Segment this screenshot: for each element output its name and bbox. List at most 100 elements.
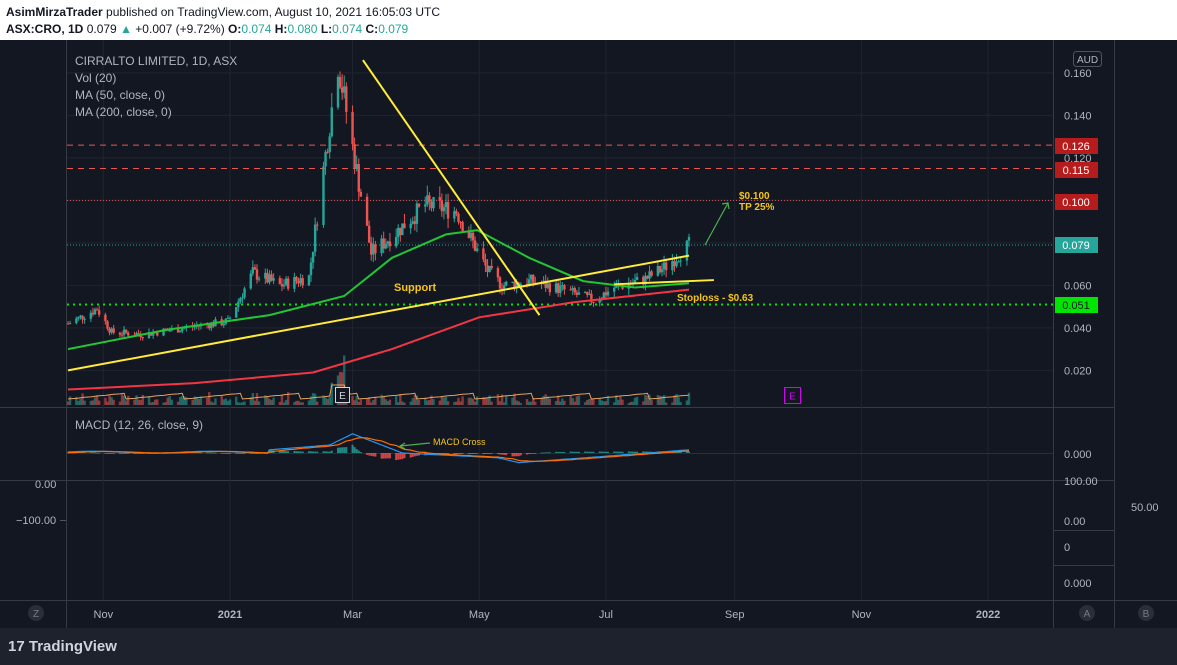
volume-bar (619, 396, 622, 405)
legend-ma200[interactable]: MA (200, close, 0) (75, 105, 172, 119)
volume-bar (517, 401, 520, 405)
target-price-label[interactable]: $0.100 (739, 191, 770, 202)
candle (297, 277, 300, 288)
volume-bar (413, 395, 417, 405)
macd-hist-bar (372, 453, 375, 457)
volume-bar (563, 400, 566, 405)
legend-ma50[interactable]: MA (50, close, 0) (75, 88, 165, 102)
volume-bar (322, 395, 325, 405)
macd-cross-label[interactable]: MACD Cross (433, 437, 486, 447)
macd-hist-bar (380, 453, 383, 459)
currency-button[interactable]: AUD (1073, 51, 1102, 67)
support-label[interactable]: Support (394, 282, 436, 294)
macd-hist-bar (561, 451, 564, 453)
time-axis[interactable]: Nov 2021 Mar May Jul Sep Nov 2022 (94, 609, 1001, 621)
legend-volume[interactable]: Vol (20) (75, 71, 116, 85)
volume-bar (270, 400, 273, 405)
macd-hist-bar (397, 453, 400, 460)
candle (255, 264, 259, 284)
candle (635, 272, 639, 281)
price-chart[interactable]: Support Stoploss - $0.63 $0.100 TP 25% E… (0, 40, 1177, 628)
candle (97, 305, 101, 318)
legend-macd[interactable]: MACD (12, 26, close, 9) (75, 418, 203, 432)
macd-cross-arrow (398, 442, 431, 450)
macd-hist-bar (280, 450, 283, 453)
macd-hist-bar (411, 453, 414, 457)
tradingview-logo[interactable]: 17 TradingView (8, 638, 117, 655)
candle (81, 315, 84, 324)
macd-hist-bar (515, 453, 518, 457)
candle (598, 296, 601, 307)
volume-bar (139, 399, 142, 405)
target-percent-label[interactable]: TP 25% (739, 202, 774, 213)
log-scale-button[interactable]: B (1138, 605, 1154, 621)
volume-bar (677, 397, 680, 405)
legend-title[interactable]: CIRRALTO LIMITED, 1D, ASX (75, 54, 237, 68)
volume-bar (444, 396, 448, 405)
candle (241, 293, 244, 304)
volume-bar (471, 398, 475, 405)
volume-bar (467, 397, 471, 405)
candle (67, 321, 70, 325)
volume-bar (311, 393, 315, 405)
earnings-marker-past[interactable]: E (335, 387, 350, 403)
candle (671, 254, 674, 275)
volume-bar (93, 397, 97, 405)
badge-last-price: 0.079 (1055, 237, 1098, 253)
target-arrow (704, 202, 730, 246)
volume-bar (559, 401, 562, 405)
volume-bar (253, 400, 257, 405)
macd-hist-bar (474, 453, 477, 454)
zoom-button[interactable]: Z (28, 605, 44, 621)
trendline[interactable] (362, 59, 541, 316)
candle (301, 274, 304, 289)
stoploss-label[interactable]: Stoploss - $0.63 (677, 293, 754, 304)
macd-hist-bar (615, 451, 618, 453)
volume-bar (330, 382, 333, 405)
volume-bar (386, 401, 390, 405)
brand-name: TradingView (28, 638, 117, 655)
auto-scale-button[interactable]: A (1079, 605, 1095, 621)
trendline[interactable] (67, 254, 690, 372)
macd-hist-bar (642, 451, 645, 453)
macd-hist-bar (548, 452, 551, 454)
candle (345, 82, 348, 124)
volume-bar (500, 394, 504, 405)
macd-hist-bar (96, 452, 99, 454)
candle (251, 260, 255, 277)
macd-hist-bar (627, 451, 630, 453)
macd-hist-bar (496, 453, 499, 455)
volume-bar (409, 401, 412, 405)
macd-hist-bar (559, 451, 562, 453)
price-tick-label: 0.060 (1064, 280, 1092, 292)
volume-bar (328, 396, 331, 405)
volume-bar (453, 402, 456, 405)
macd-hist-bar (299, 451, 302, 453)
tradingview-logo-icon: 17 (8, 638, 25, 655)
macd-hist-bar (283, 450, 285, 453)
candle (309, 257, 313, 282)
candle (89, 309, 93, 322)
candle (438, 186, 441, 209)
volume-bar (642, 401, 645, 405)
volume-bar (208, 392, 211, 405)
earnings-marker-upcoming[interactable]: E (784, 387, 801, 404)
macd-hist-bar (401, 453, 404, 460)
volume-bar (384, 399, 387, 405)
macd-hist-bar (98, 452, 101, 454)
trendlines[interactable] (67, 59, 714, 372)
volume-bar (648, 394, 651, 405)
candle (124, 329, 128, 334)
macd-hist-bar (513, 453, 516, 457)
candle (546, 277, 549, 290)
author-name[interactable]: AsimMirzaTrader (6, 5, 103, 19)
trendline[interactable] (614, 279, 714, 286)
volume-bar (108, 395, 111, 405)
volume-bar (255, 393, 259, 405)
candle (77, 316, 80, 321)
volume-bar (166, 397, 169, 405)
volume-bar (351, 396, 354, 405)
candle (583, 290, 587, 294)
volume-bar (457, 397, 460, 405)
